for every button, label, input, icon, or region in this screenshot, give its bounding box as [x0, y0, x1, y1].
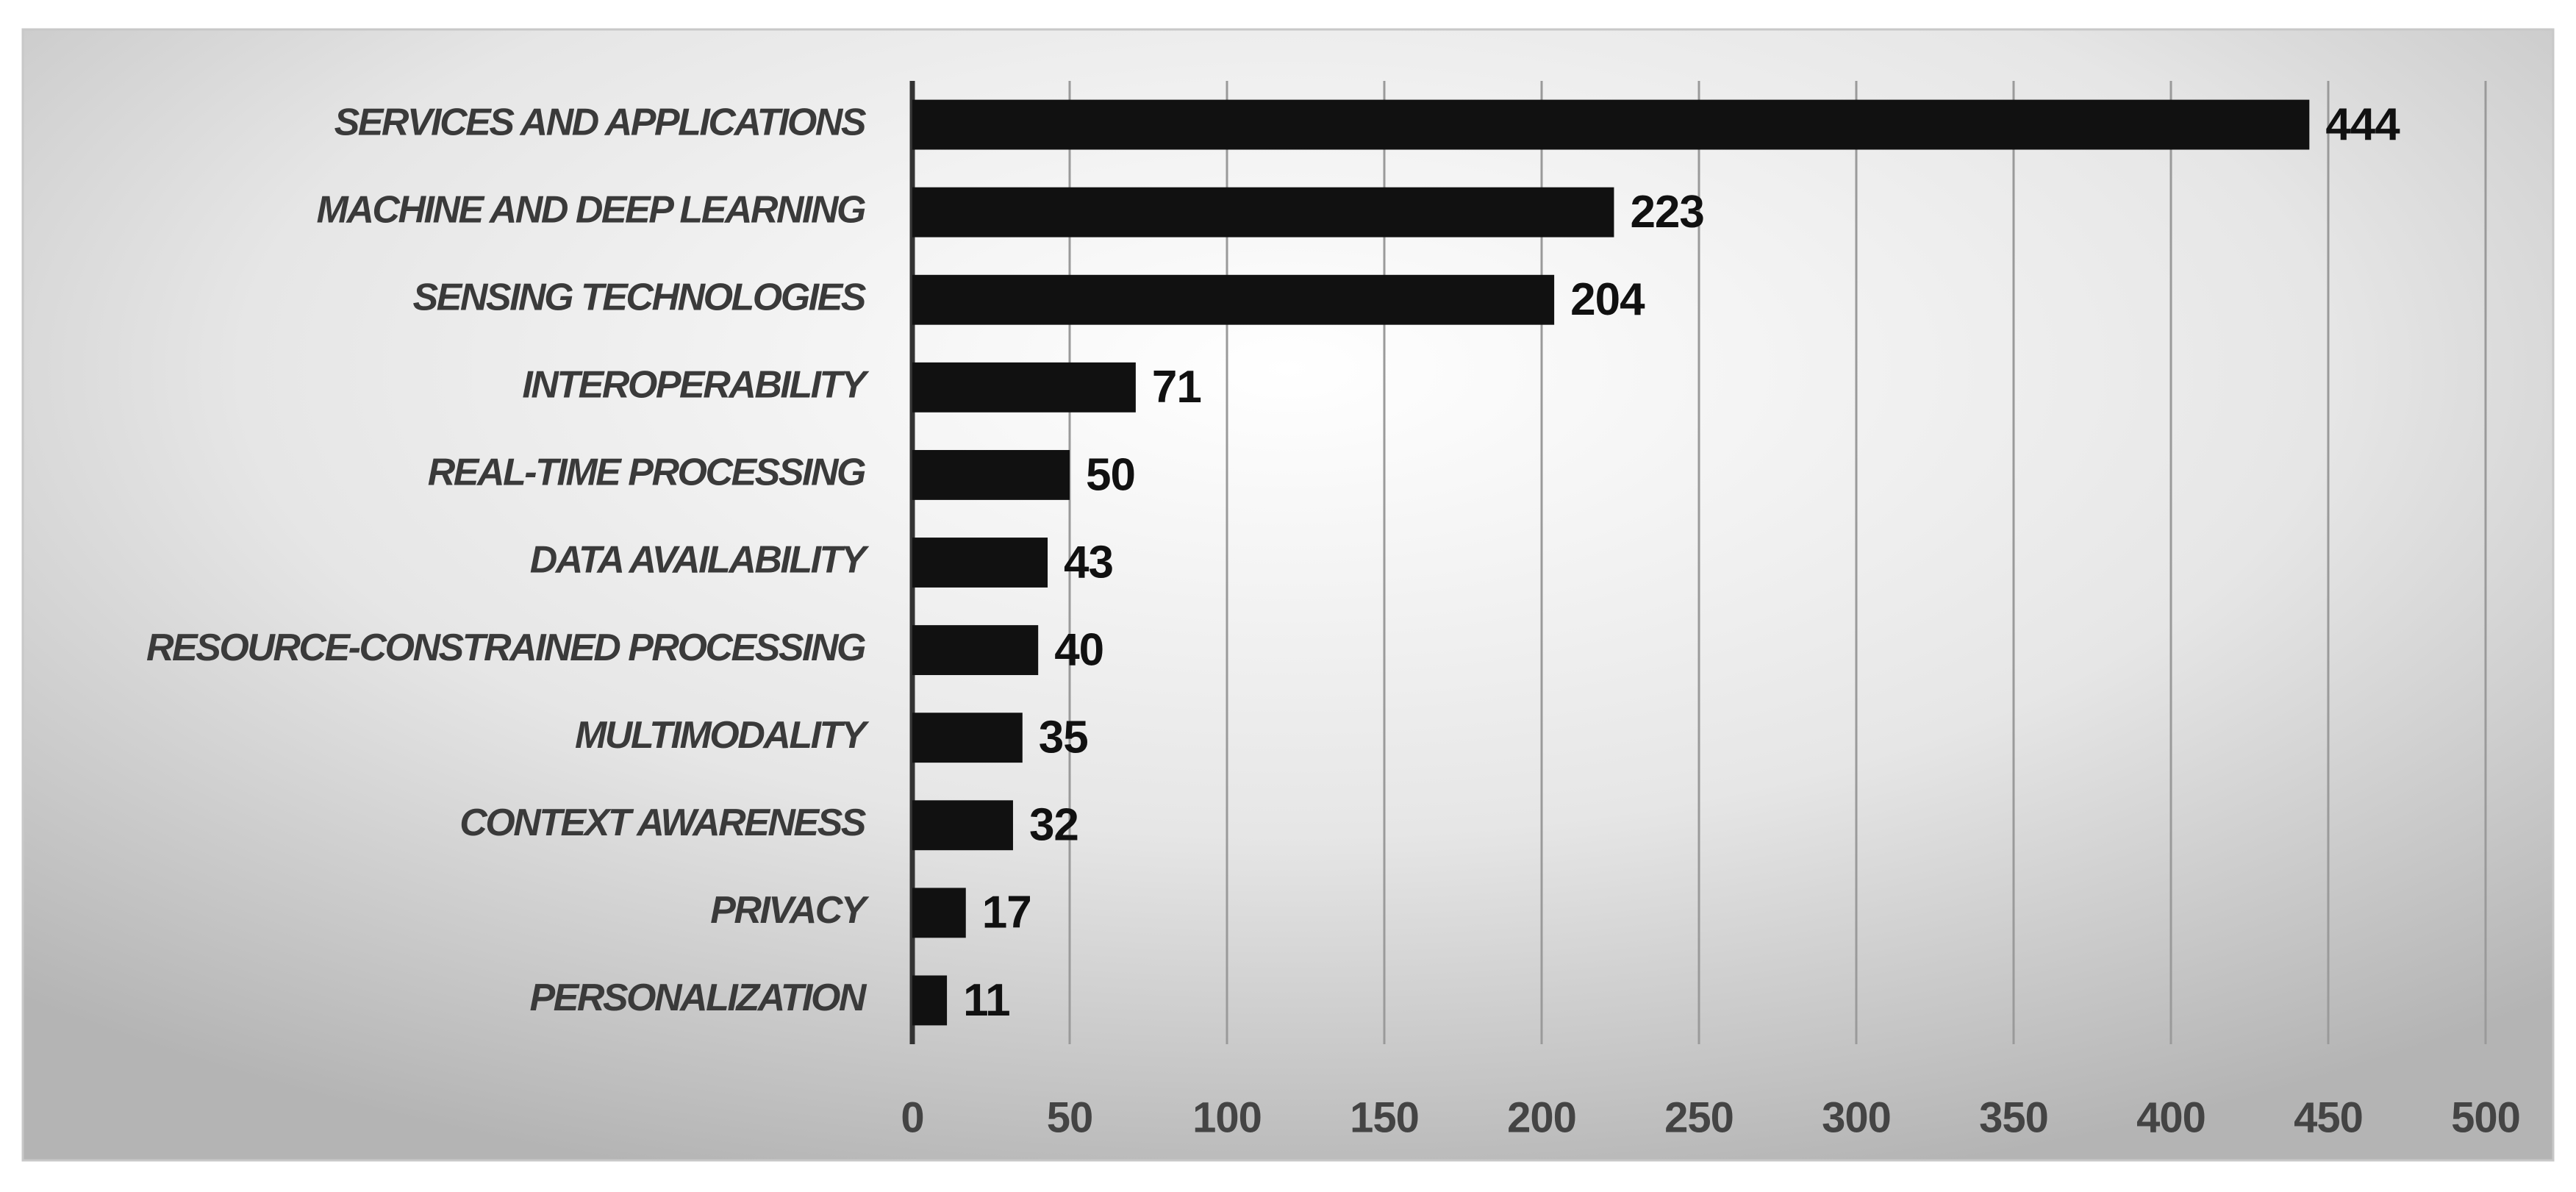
y-tick-label: MULTIMODALITY: [575, 714, 870, 757]
value-label: 71: [1152, 362, 1201, 413]
bar: [912, 800, 1013, 851]
y-tick-label: INTEROPERABILITY: [522, 364, 869, 407]
value-label: 223: [1630, 187, 1703, 238]
x-tick-label: 500: [2451, 1093, 2520, 1141]
value-label: 204: [1570, 274, 1645, 325]
x-tick-label: 150: [1350, 1093, 1419, 1141]
value-label: 50: [1086, 449, 1135, 500]
y-tick-label: SENSING TECHNOLOGIES: [412, 276, 866, 318]
bar: [912, 362, 1136, 413]
x-tick-label: 0: [901, 1093, 923, 1141]
value-label: 444: [2325, 99, 2400, 150]
y-tick-label: DATA AVAILABILITY: [530, 539, 870, 582]
y-tick-label: PERSONALIZATION: [529, 977, 867, 1019]
x-tick-label: 400: [2136, 1093, 2205, 1141]
bar: [912, 888, 966, 938]
x-tick-label: 200: [1507, 1093, 1576, 1141]
x-tick-label: 450: [2294, 1093, 2363, 1141]
x-tick-label: 300: [1822, 1093, 1891, 1141]
y-tick-label: RESOURCE-CONSTRAINED PROCESSING: [146, 627, 865, 669]
value-label: 35: [1039, 713, 1088, 763]
y-tick-label: REAL-TIME PROCESSING: [428, 452, 865, 494]
bar: [912, 538, 1048, 588]
value-label: 32: [1029, 800, 1078, 851]
bar: [912, 99, 2310, 150]
x-tick-label: 350: [1979, 1093, 2048, 1141]
y-tick-label: MACHINE AND DEEP LEARNING: [317, 188, 866, 231]
value-label: 43: [1064, 537, 1113, 588]
x-tick-label: 100: [1192, 1093, 1262, 1141]
value-label: 40: [1054, 624, 1103, 675]
x-tick-label: 50: [1047, 1093, 1093, 1141]
value-label: 17: [982, 888, 1031, 938]
bar: [912, 187, 1614, 238]
bar: [912, 975, 948, 1026]
value-label: 11: [963, 975, 1010, 1026]
y-tick-label: PRIVACY: [710, 889, 870, 932]
bar: [912, 713, 1023, 763]
bar: [912, 274, 1555, 325]
y-tick-label: SERVICES AND APPLICATIONS: [334, 101, 867, 143]
x-tick-label: 250: [1664, 1093, 1734, 1141]
bar: [912, 449, 1070, 500]
y-tick-label: CONTEXT AWARENESS: [459, 802, 867, 844]
bar: [912, 625, 1039, 676]
